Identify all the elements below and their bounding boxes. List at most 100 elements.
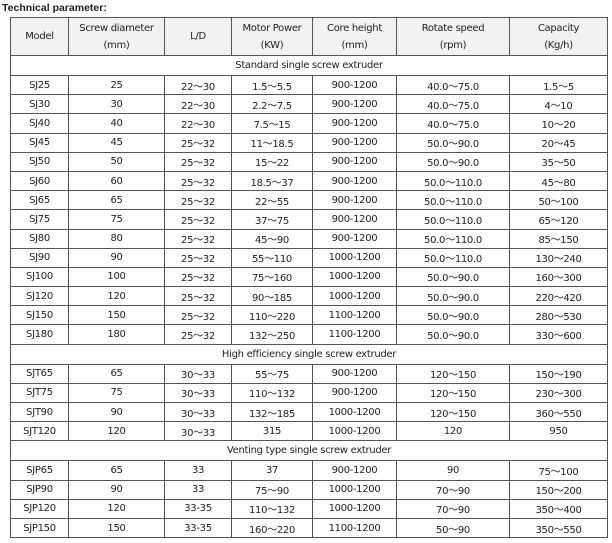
cell-model: SJT120	[10, 421, 69, 442]
cell-screw-diameter: 100	[68, 266, 165, 288]
cell-rotate-speed: 90	[396, 460, 510, 481]
cell-capacity: 280～530	[509, 305, 608, 326]
cell-model: SJP150	[10, 517, 69, 539]
cell-capacity: 20～45	[509, 132, 608, 153]
cell-model: SJ30	[10, 94, 69, 115]
table-row: SJ90 90 25～32 55～110 1000-1200 50.0～110.0 130～…	[10, 247, 608, 268]
header-text: Rotate speed	[421, 22, 485, 34]
cell-rotate-speed: 40.0～75.0	[396, 113, 510, 134]
cell-motor-power: 37～75	[231, 209, 313, 230]
cell-core-height: 900-1200	[312, 228, 397, 249]
cell-ld: 30～33	[164, 421, 232, 442]
section-heading: High efficiency single screw extruder	[10, 343, 608, 365]
cell-rotate-speed: 50.0～90.0	[396, 151, 510, 172]
table-row: SJP65 65 33 37 900-1200 90 75～100	[10, 460, 608, 481]
table-row: SJ100 100 25～32 75～160 1000-1200 50.0～90.0 160…	[10, 266, 608, 288]
cell-rotate-speed: 50.0～110.0	[396, 209, 510, 230]
cell-ld: 25～32	[164, 190, 232, 211]
cell-model: SJ100	[10, 266, 69, 288]
cell-screw-diameter: 75	[68, 209, 165, 230]
table-row: SJP120 120 33-35 110～132 1000-1200 70～90 350～4…	[10, 498, 608, 519]
header-capacity: Capacity (Kg/h)	[509, 17, 608, 56]
cell-model: SJ80	[10, 228, 69, 249]
cell-model: SJT65	[10, 363, 69, 384]
cell-core-height: 900-1200	[312, 94, 397, 115]
cell-ld: 30～33	[164, 401, 232, 423]
cell-screw-diameter: 120	[68, 421, 165, 442]
cell-screw-diameter: 65	[68, 190, 165, 211]
cell-rotate-speed: 120	[396, 421, 510, 442]
cell-motor-power: 315	[231, 421, 313, 442]
cell-ld: 25～32	[164, 266, 232, 288]
technical-parameter-table: Model Screw diameter (mm) L/D Motor Power (KW…	[10, 17, 608, 539]
cell-model: SJT90	[10, 401, 69, 423]
header-text: (KW)	[260, 39, 284, 51]
cell-rotate-speed: 70～90	[396, 498, 510, 519]
cell-ld: 33	[164, 479, 232, 500]
cell-model: SJ40	[10, 113, 69, 134]
cell-motor-power: 37	[231, 460, 313, 481]
cell-core-height: 1000-1200	[312, 266, 397, 288]
cell-rotate-speed: 120～150	[396, 363, 510, 384]
header-text: (rpm)	[439, 39, 467, 51]
cell-motor-power: 11～18.5	[231, 132, 313, 153]
cell-ld: 33	[164, 460, 232, 481]
cell-ld: 25～32	[164, 132, 232, 153]
cell-model: SJP90	[10, 479, 69, 500]
cell-ld: 25～32	[164, 286, 232, 307]
table-row: SJT90 90 30～33 132～185 1000-1200 120～150 360～5…	[10, 401, 608, 423]
cell-rotate-speed: 120～150	[396, 401, 510, 423]
cell-ld: 25～32	[164, 209, 232, 230]
cell-screw-diameter: 75	[68, 382, 165, 404]
cell-core-height: 1000-1200	[312, 421, 397, 442]
table-row: SJ60 60 25～32 18.5～37 900-1200 50.0～110.0 45～8…	[10, 170, 608, 192]
cell-motor-power: 160～220	[231, 517, 313, 539]
cell-model: SJ50	[10, 151, 69, 172]
cell-capacity: 45～80	[509, 170, 608, 192]
cell-ld: 33-35	[164, 498, 232, 519]
cell-core-height: 900-1200	[312, 132, 397, 153]
cell-rotate-speed: 50～90	[396, 517, 510, 539]
cell-capacity: 220～420	[509, 286, 608, 307]
cell-core-height: 900-1200	[312, 382, 397, 404]
cell-core-height: 900-1200	[312, 113, 397, 134]
cell-core-height: 900-1200	[312, 460, 397, 481]
table-row: SJT120 120 30～33 315 1000-1200 120 950	[10, 421, 608, 442]
cell-screw-diameter: 120	[68, 286, 165, 307]
cell-rotate-speed: 50.0～110.0	[396, 190, 510, 211]
header-ld: L/D	[164, 17, 232, 56]
cell-ld: 25～32	[164, 247, 232, 268]
cell-rotate-speed: 50.0～90.0	[396, 132, 510, 153]
cell-rotate-speed: 50.0～110.0	[396, 170, 510, 192]
cell-screw-diameter: 180	[68, 324, 165, 345]
cell-core-height: 1000-1200	[312, 286, 397, 307]
cell-screw-diameter: 50	[68, 151, 165, 172]
cell-ld: 30～33	[164, 363, 232, 384]
cell-motor-power: 55～75	[231, 363, 313, 384]
cell-core-height: 900-1200	[312, 74, 397, 96]
section-heading: Venting type single screw extruder	[10, 440, 608, 462]
cell-model: SJ150	[10, 305, 69, 326]
cell-motor-power: 110～220	[231, 305, 313, 326]
cell-capacity: 950	[509, 421, 608, 442]
cell-core-height: 1000-1200	[312, 401, 397, 423]
cell-capacity: 10～20	[509, 113, 608, 134]
cell-screw-diameter: 25	[68, 74, 165, 96]
cell-capacity: 130～240	[509, 247, 608, 268]
table-row: SJ25 25 22～30 1.5～5.5 900-1200 40.0～75.0 1.5～5	[10, 74, 608, 96]
cell-rotate-speed: 50.0～90.0	[396, 266, 510, 288]
cell-model: SJP120	[10, 498, 69, 519]
cell-motor-power: 18.5～37	[231, 170, 313, 192]
table-row: SJ40 40 22～30 7.5～15 900-1200 40.0～75.0 10～20	[10, 113, 608, 134]
cell-rotate-speed: 50.0～90.0	[396, 305, 510, 326]
cell-model: SJ65	[10, 190, 69, 211]
cell-rotate-speed: 50.0～110.0	[396, 247, 510, 268]
cell-motor-power: 2.2～7.5	[231, 94, 313, 115]
table-row: SJP90 90 33 75～90 1000-1200 70～90 150～200	[10, 479, 608, 500]
header-text: Screw diameter	[79, 22, 154, 34]
cell-capacity: 350～400	[509, 498, 608, 519]
cell-model: SJT75	[10, 382, 69, 404]
table-row: SJ75 75 25～32 37～75 900-1200 50.0～110.0 65～120	[10, 209, 608, 230]
cell-model: SJ45	[10, 132, 69, 153]
cell-capacity: 330～600	[509, 324, 608, 345]
